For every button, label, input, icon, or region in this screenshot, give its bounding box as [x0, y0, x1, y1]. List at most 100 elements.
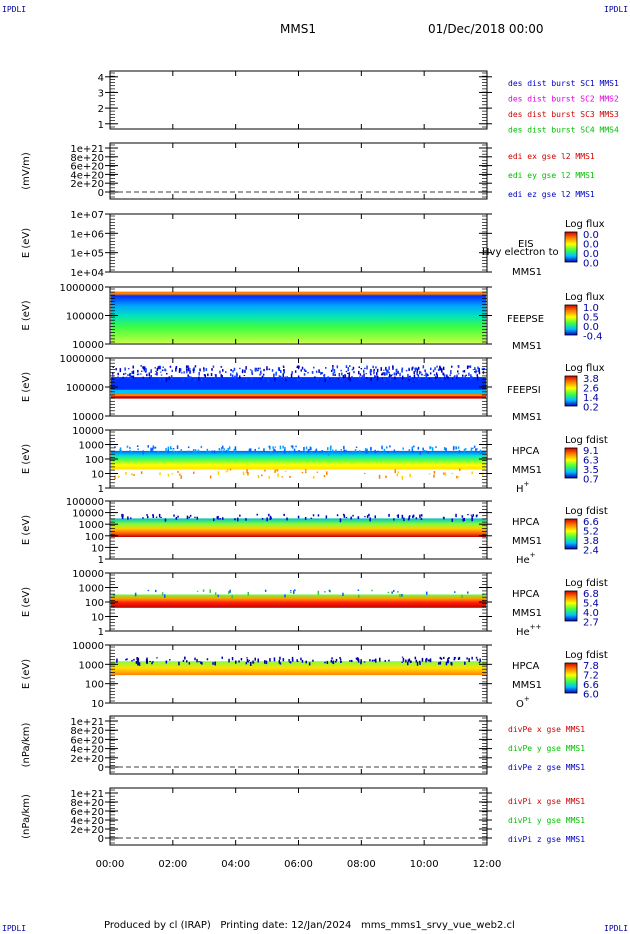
speckle [159, 366, 161, 370]
speckle [268, 368, 271, 371]
speckle [342, 375, 345, 379]
speckle [247, 661, 250, 663]
speckle [450, 662, 452, 665]
y-axis-label: (nPa/km) [21, 794, 32, 839]
speckle [316, 471, 319, 473]
speckle [357, 659, 360, 663]
speckle [477, 366, 479, 370]
speckle [336, 365, 339, 369]
speckle [451, 365, 453, 368]
speckle [420, 517, 423, 520]
speckle [257, 475, 260, 479]
y-tick-label: 6e+20 [70, 735, 104, 746]
speckle [279, 656, 281, 660]
speckle [112, 372, 114, 375]
speckle [375, 366, 377, 369]
y-tick-label: 10 [91, 543, 104, 554]
speckle [143, 366, 145, 371]
speckle [323, 375, 326, 378]
speckle [467, 366, 470, 368]
speckle [455, 513, 457, 518]
speckle [442, 366, 445, 371]
speckle [136, 445, 139, 447]
speckle [175, 367, 177, 372]
speckle [320, 373, 322, 375]
speckle [391, 374, 393, 376]
colorbar-tick-label: 0.0 [583, 240, 599, 251]
speckle [250, 662, 252, 666]
date-title: 01/Dec/2018 00:00 [428, 22, 544, 36]
speckle [261, 517, 264, 520]
y-tick-label: 10 [91, 699, 104, 710]
speckle [312, 475, 315, 479]
speckle [236, 372, 238, 375]
speckle [330, 659, 333, 663]
speckle [428, 659, 430, 662]
speckle [325, 367, 327, 369]
y-tick-label: 100 [85, 598, 104, 609]
speckle [395, 372, 397, 376]
speckle [446, 374, 448, 378]
y-tick-label: 8e+20 [70, 726, 104, 737]
speckle [458, 450, 461, 453]
speckle [222, 517, 224, 520]
speckle [146, 514, 148, 516]
speckle [248, 448, 251, 453]
speckle [411, 448, 414, 452]
speckle [401, 594, 403, 597]
speckle [125, 472, 127, 475]
speckle [365, 377, 368, 379]
speckle [129, 446, 131, 450]
speckle [221, 450, 224, 455]
y-tick-label: 6e+20 [70, 807, 104, 818]
speckle [310, 447, 312, 451]
speckle [205, 368, 208, 371]
speckle [399, 378, 401, 382]
speckle [186, 369, 188, 374]
speckle [113, 594, 115, 596]
speckle [229, 468, 232, 471]
speckle [225, 371, 227, 373]
speckle [120, 450, 122, 452]
speckle [297, 377, 299, 382]
species-label: H+ [516, 480, 530, 495]
speckle [258, 447, 260, 449]
speckle [305, 470, 307, 472]
speckle [433, 377, 435, 382]
speckle [454, 657, 457, 659]
speckle [129, 450, 131, 452]
speckle [292, 447, 294, 449]
speckle [254, 657, 256, 661]
speckle [142, 366, 144, 369]
speckle [220, 366, 223, 368]
speckle [179, 473, 181, 476]
speckle [117, 376, 119, 380]
speckle [470, 374, 472, 378]
speckle [277, 367, 280, 371]
y-tick-label: 2e+20 [70, 754, 104, 765]
speckle [249, 448, 252, 452]
speckle [249, 369, 252, 371]
speckle [383, 369, 385, 371]
speckle [269, 515, 272, 518]
legend-entry: divPi x gse MMS1 [508, 797, 585, 806]
colorbar-tick-label: 9.1 [583, 446, 599, 457]
speckle [375, 658, 377, 663]
speckle [413, 374, 416, 378]
speckle [444, 377, 446, 380]
speckle [164, 518, 167, 522]
speckle [202, 589, 205, 592]
panel-frame [109, 142, 488, 200]
speckle [364, 472, 366, 475]
speckle [159, 472, 161, 476]
speckle [137, 661, 139, 666]
speckle [298, 365, 300, 368]
speckle [199, 368, 201, 372]
speckle [319, 451, 321, 453]
speckle [470, 447, 473, 452]
speckle [351, 659, 353, 663]
speckle [393, 589, 395, 592]
